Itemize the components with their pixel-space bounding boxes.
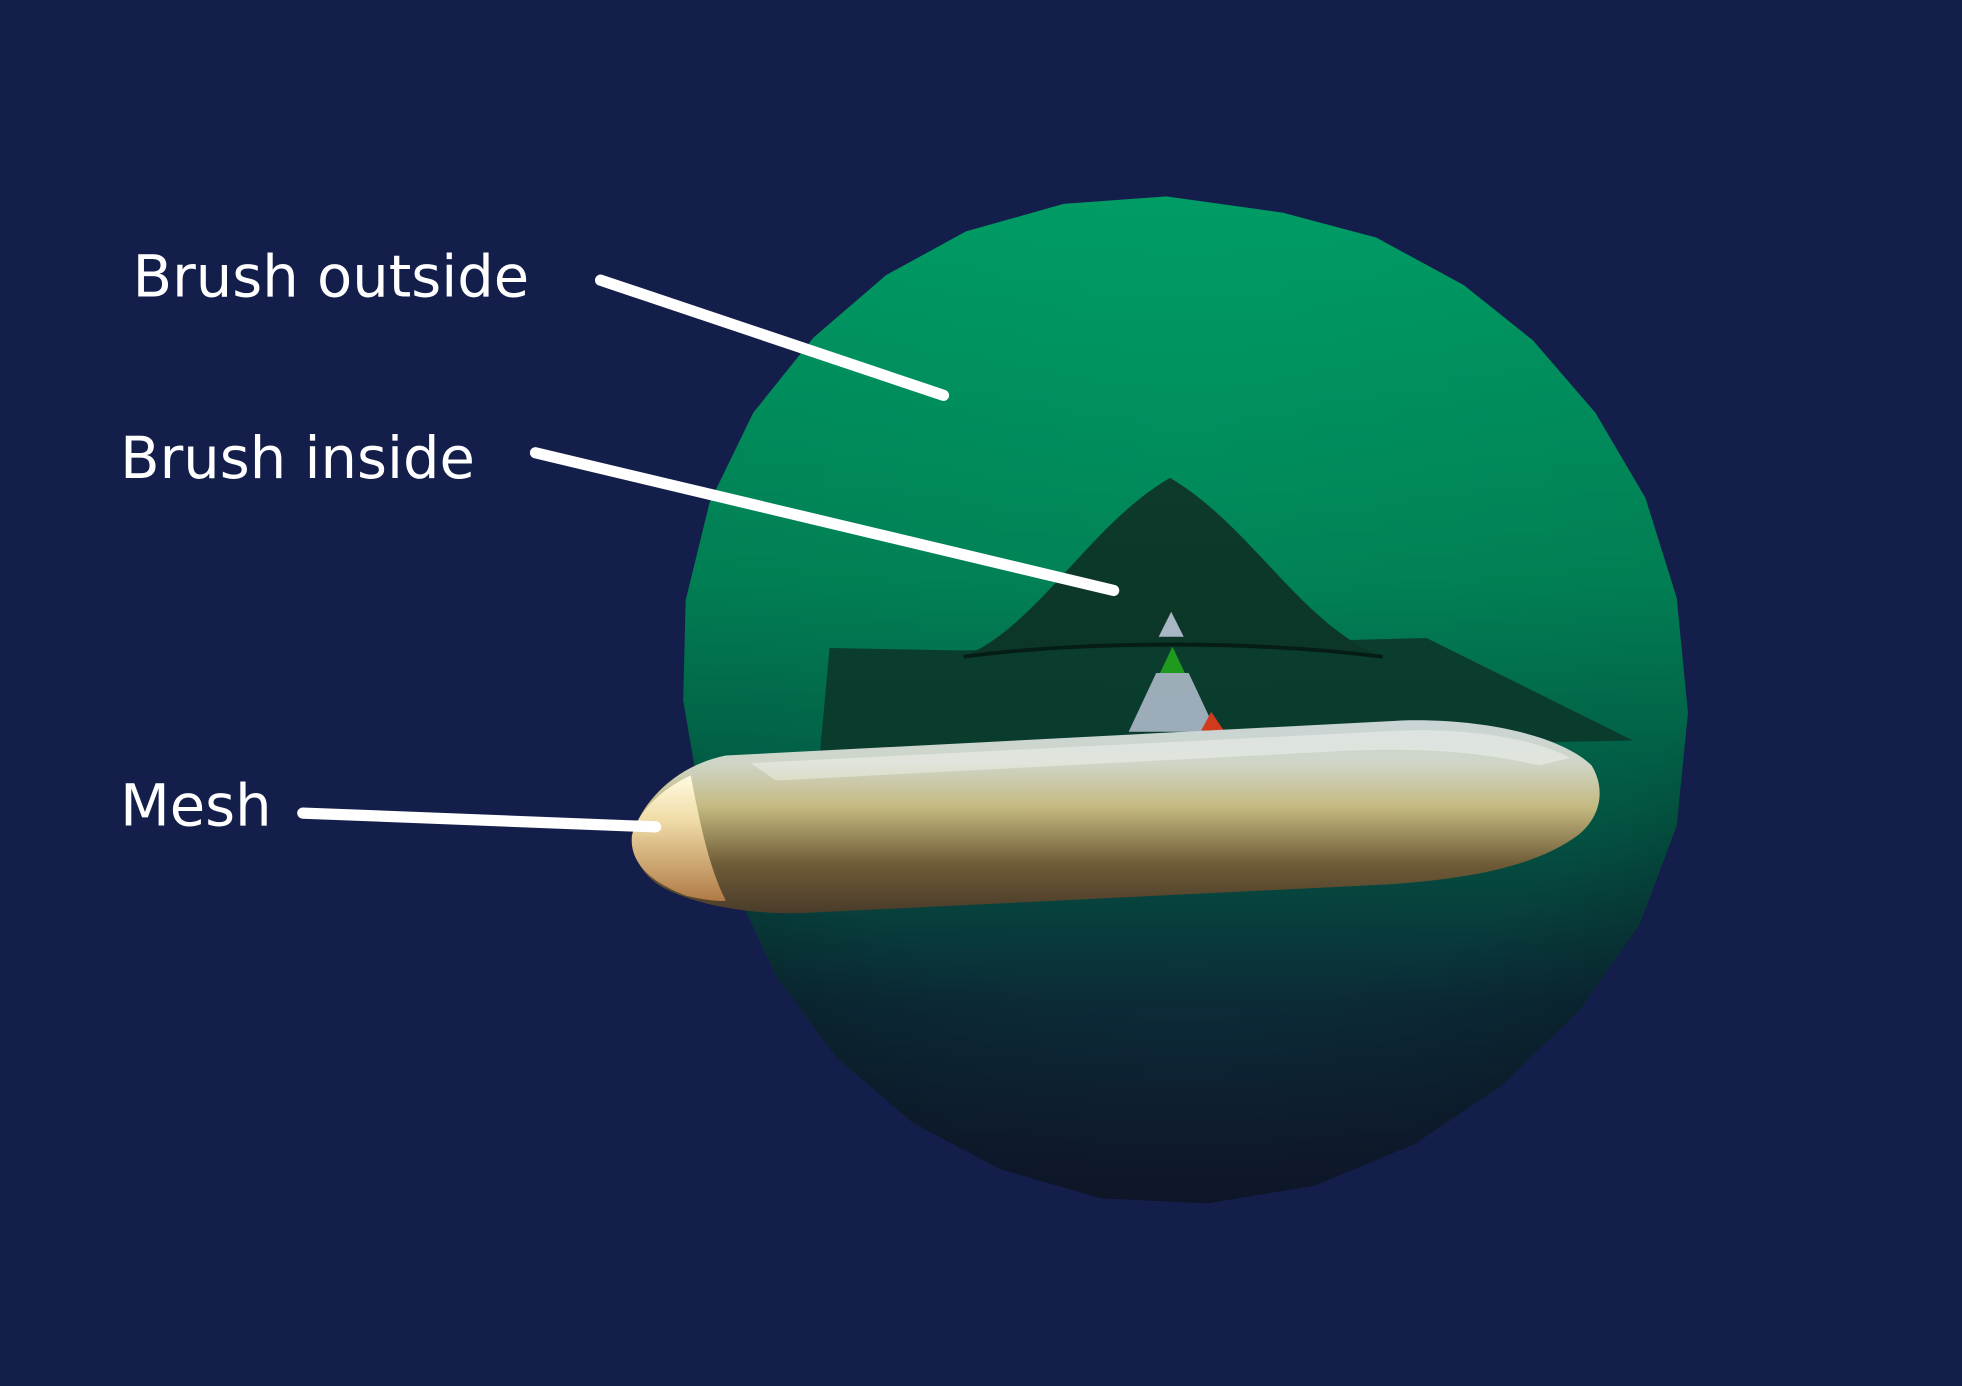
axis-gizmo-icon — [1128, 611, 1224, 732]
brush-inside-leader-line — [529, 447, 1120, 597]
mesh-capsule — [631, 720, 1600, 914]
brush-outside-label: Brush outside — [133, 243, 530, 310]
mesh-label: Mesh — [120, 773, 272, 840]
brush-inside-label: Brush inside — [120, 425, 475, 492]
brush-outside-leader-line — [594, 274, 950, 401]
mesh-leader-line — [297, 807, 662, 833]
